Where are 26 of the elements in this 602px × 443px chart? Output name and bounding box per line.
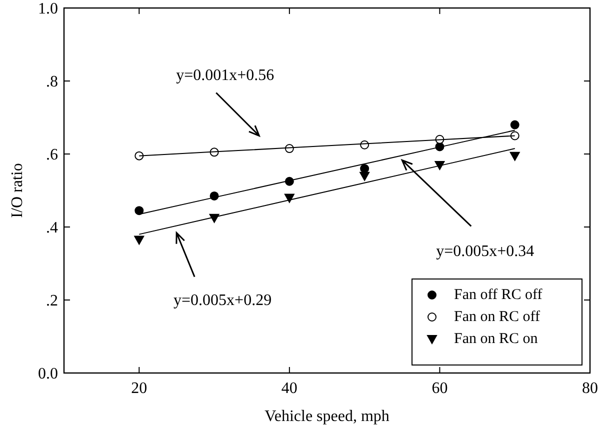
point (434, 160, 445, 170)
x-tick-label: 80 (582, 380, 598, 397)
x-axis-title: Vehicle speed, mph (264, 408, 390, 425)
x-tick-label: 40 (281, 380, 298, 397)
y-tick-label: .4 (46, 220, 58, 237)
point (510, 120, 520, 130)
point (134, 206, 144, 216)
legend-label: Fan on RC off (454, 309, 540, 325)
legend-label: Fan on RC on (454, 331, 538, 347)
legend-label: Fan off RC off (454, 287, 542, 303)
point (360, 172, 370, 181)
x-tick-label: 60 (432, 380, 448, 397)
point (134, 151, 144, 160)
annotation: y=0.005x+0.34 (436, 243, 534, 260)
point (134, 236, 144, 245)
annotation: y=0.005x+0.29 (174, 292, 272, 309)
y-tick-label: .8 (46, 74, 58, 91)
x-tick-label: 20 (131, 380, 148, 397)
y-tick-label: .6 (46, 146, 58, 164)
annotation: y=0.001x+0.56 (176, 66, 274, 84)
y-tick-label: .2 (46, 292, 58, 310)
y-axis-title: I/O ratio (9, 163, 26, 218)
y-tick-label: 0.0 (38, 366, 58, 383)
point (510, 152, 520, 161)
point (510, 131, 520, 140)
y-tick-label: 1.0 (38, 0, 58, 18)
